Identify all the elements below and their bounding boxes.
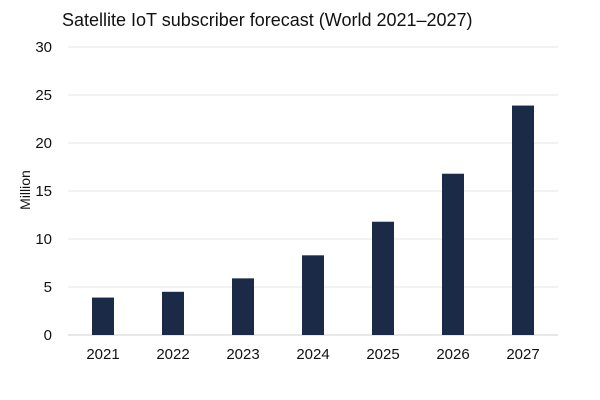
y-tick-label: 15: [35, 183, 52, 200]
y-tick-label: 10: [35, 231, 52, 248]
bar-2021: [92, 297, 114, 335]
bar-2027: [512, 105, 534, 335]
x-tick-labels: 2021 2022 2023 2024 2025 2026 2027: [86, 346, 539, 363]
y-tick-labels: 0 5 10 15 20 25 30: [35, 39, 52, 344]
x-tick-label: 2022: [156, 346, 189, 363]
bar-2024: [302, 255, 324, 335]
x-tick-label: 2023: [226, 346, 259, 363]
y-axis-label: Million: [17, 170, 33, 210]
x-tick-label: 2025: [366, 346, 399, 363]
bars: [92, 105, 534, 335]
bar-2025: [372, 221, 394, 335]
y-tick-label: 20: [35, 135, 52, 152]
chart-title: Satellite IoT subscriber forecast (World…: [62, 10, 473, 30]
y-tick-label: 30: [35, 39, 52, 56]
y-tick-label: 0: [44, 327, 52, 344]
x-tick-label: 2024: [296, 346, 329, 363]
bar-2023: [232, 278, 254, 335]
bar-2022: [162, 291, 184, 335]
x-tick-label: 2026: [436, 346, 469, 363]
y-tick-label: 25: [35, 87, 52, 104]
x-tick-label: 2027: [506, 346, 539, 363]
bar-2026: [442, 173, 464, 335]
y-tick-label: 5: [44, 279, 52, 296]
x-tick-label: 2021: [86, 346, 119, 363]
